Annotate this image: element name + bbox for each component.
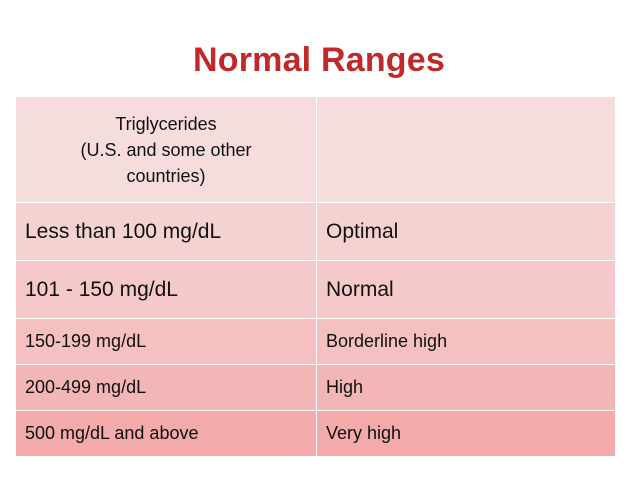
header-label-line: (U.S. and some other	[80, 139, 252, 160]
category-cell: Borderline high	[316, 318, 616, 365]
header-cell-empty	[316, 96, 616, 203]
table-row: 150-199 mg/dL Borderline high	[15, 318, 616, 365]
table-header-row: Triglycerides (U.S. and some other count…	[15, 96, 616, 203]
range-cell: 500 mg/dL and above	[15, 410, 317, 457]
category-cell: Normal	[316, 260, 616, 319]
header-cell-triglycerides: Triglycerides (U.S. and some other count…	[15, 96, 317, 203]
table-row: 101 - 150 mg/dL Normal	[15, 260, 616, 319]
table-row: 500 mg/dL and above Very high	[15, 410, 616, 457]
header-label-line: countries)	[126, 165, 206, 186]
category-cell: High	[316, 364, 616, 411]
range-cell: 200-499 mg/dL	[15, 364, 317, 411]
triglyceride-ranges-table: Triglycerides (U.S. and some other count…	[15, 96, 616, 457]
range-cell: Less than 100 mg/dL	[15, 202, 317, 261]
category-cell: Very high	[316, 410, 616, 457]
range-cell: 101 - 150 mg/dL	[15, 260, 317, 319]
range-cell: 150-199 mg/dL	[15, 318, 317, 365]
category-cell: Optimal	[316, 202, 616, 261]
slide-title: Normal Ranges	[192, 41, 445, 79]
table-row: Less than 100 mg/dL Optimal	[15, 202, 616, 261]
header-label-line: Triglycerides	[115, 113, 217, 134]
table-row: 200-499 mg/dL High	[15, 364, 616, 411]
